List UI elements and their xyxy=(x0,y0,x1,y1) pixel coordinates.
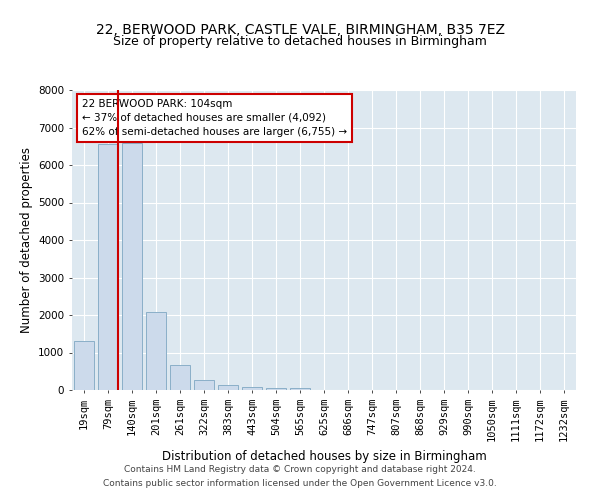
Text: 22, BERWOOD PARK, CASTLE VALE, BIRMINGHAM, B35 7EZ: 22, BERWOOD PARK, CASTLE VALE, BIRMINGHA… xyxy=(95,22,505,36)
Bar xyxy=(98,144,118,390)
Y-axis label: Number of detached properties: Number of detached properties xyxy=(20,147,32,333)
Bar xyxy=(242,387,262,390)
Text: Size of property relative to detached houses in Birmingham: Size of property relative to detached ho… xyxy=(113,35,487,48)
Bar xyxy=(170,364,190,390)
Text: 22 BERWOOD PARK: 104sqm
← 37% of detached houses are smaller (4,092)
62% of semi: 22 BERWOOD PARK: 104sqm ← 37% of detache… xyxy=(82,99,347,137)
X-axis label: Distribution of detached houses by size in Birmingham: Distribution of detached houses by size … xyxy=(161,450,487,462)
Bar xyxy=(74,341,94,390)
Text: Contains HM Land Registry data © Crown copyright and database right 2024.
Contai: Contains HM Land Registry data © Crown c… xyxy=(103,466,497,487)
Bar xyxy=(266,388,286,390)
Bar xyxy=(122,142,142,390)
Bar xyxy=(290,388,310,390)
Bar xyxy=(194,380,214,390)
Bar xyxy=(146,312,166,390)
Bar xyxy=(218,385,238,390)
